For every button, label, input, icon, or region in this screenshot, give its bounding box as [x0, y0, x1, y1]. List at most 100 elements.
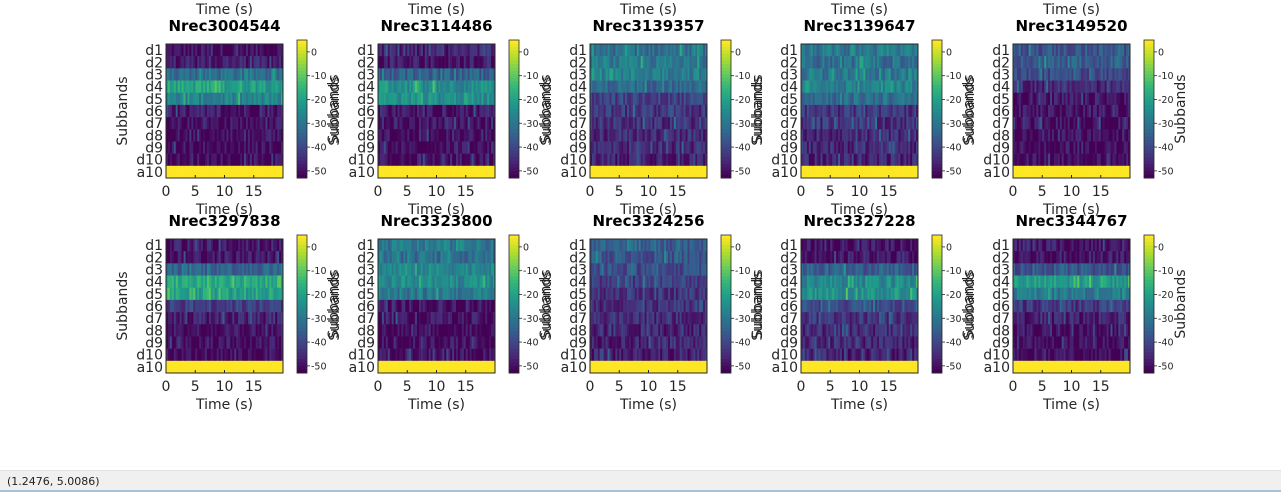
heatmap-cell: [187, 275, 190, 289]
heatmap-cell: [1034, 104, 1037, 118]
heatmap-cell: [830, 141, 833, 154]
heatmap-cell: [277, 153, 280, 167]
heatmap-cell: [422, 141, 426, 154]
heatmap-cell: [617, 141, 620, 154]
heatmap-cell: [277, 104, 280, 118]
heatmap-cell: [218, 263, 221, 276]
heatmap-cell: [693, 80, 696, 94]
heatmap-cell: [1018, 153, 1022, 167]
heatmap-cell: [644, 56, 647, 69]
heatmap-cell: [1114, 165, 1117, 179]
heatmap-cell: [401, 324, 404, 337]
heatmap-cell: [487, 324, 490, 337]
heatmap-cell: [195, 56, 198, 69]
heatmap-cell: [828, 165, 831, 179]
heatmap-cell: [420, 312, 424, 325]
heatmap-cell: [689, 56, 692, 69]
heatmap-cell: [654, 165, 657, 179]
heatmap-cell: [1079, 44, 1082, 57]
heatmap-cell: [877, 153, 880, 167]
heatmap-cell: [1024, 104, 1028, 118]
heatmap-cell: [640, 117, 644, 130]
heatmap-cell: [245, 165, 249, 179]
colorbar-tick-label: -20: [946, 95, 962, 106]
heatmap-cell: [1118, 56, 1121, 69]
heatmap-cell: [658, 129, 661, 142]
heatmap-cell: [407, 165, 410, 179]
heatmap-cell: [428, 68, 432, 81]
heatmap-cell: [671, 117, 675, 130]
heatmap-cell: [450, 129, 453, 142]
heatmap-cell: [487, 153, 490, 167]
heatmap-cell: [191, 165, 194, 179]
heatmap-cell: [1092, 56, 1096, 69]
heatmap-cell: [263, 92, 266, 106]
heatmap-cell: [175, 324, 179, 337]
heatmap-cell: [1042, 44, 1045, 57]
heatmap-cell: [489, 44, 492, 57]
colorbar-segment: [297, 105, 307, 110]
heatmap-cell: [218, 44, 221, 57]
heatmap-cell: [705, 104, 708, 118]
heatmap-cell: [387, 141, 391, 154]
colorbar-segment: [297, 345, 307, 350]
heatmap-cell: [1114, 117, 1117, 130]
heatmap-cell: [857, 44, 860, 57]
heatmap-cell: [436, 129, 439, 142]
heatmap-cell: [830, 153, 833, 167]
heatmap-cell: [666, 44, 669, 57]
heatmap-cell: [245, 251, 249, 264]
heatmap-cell: [210, 312, 214, 325]
colorbar-segment: [1144, 60, 1154, 65]
y-tick-label: d8: [145, 128, 163, 144]
heatmap-cell: [623, 117, 626, 130]
heatmap-cell: [679, 104, 683, 118]
heatmap-cell: [814, 80, 817, 94]
heatmap-cell: [630, 117, 634, 130]
colorbar-segment: [1144, 174, 1154, 179]
heatmap-cell: [481, 92, 484, 106]
heatmap-cell: [469, 117, 472, 130]
heatmap-cell: [185, 44, 188, 57]
heatmap-cell: [175, 336, 179, 349]
heatmap-cell: [822, 104, 825, 118]
heatmap-cell: [403, 141, 406, 154]
heatmap-cell: [1091, 44, 1094, 57]
heatmap-cell: [677, 141, 681, 154]
heatmap-cell: [640, 68, 644, 81]
heatmap-cell: [609, 165, 612, 179]
heatmap-cell: [896, 117, 899, 130]
heatmap-cell: [599, 104, 603, 118]
heatmap-cell: [1096, 44, 1100, 57]
heatmap-cell: [263, 324, 266, 337]
heatmap-cell: [407, 263, 410, 276]
heatmap-cell: [629, 141, 632, 154]
heatmap-cell: [808, 92, 812, 106]
heatmap-cell: [428, 251, 432, 264]
heatmap-cell: [625, 129, 628, 142]
heatmap-cell: [603, 153, 606, 167]
heatmap-cell: [281, 68, 284, 81]
heatmap-cell: [865, 153, 868, 167]
heatmap-cell: [187, 324, 190, 337]
heatmap-cell: [222, 68, 225, 81]
heatmap-cell: [1055, 117, 1059, 130]
heatmap-cell: [703, 165, 706, 179]
heatmap-cell: [875, 68, 878, 81]
heatmap-cell: [640, 80, 644, 94]
heatmap-cell: [379, 299, 383, 313]
heatmap-cell: [808, 80, 812, 94]
heatmap-cell: [257, 275, 260, 289]
heatmap-cell: [195, 263, 198, 276]
heatmap-cell: [197, 44, 200, 57]
heatmap-cell: [689, 153, 692, 167]
heatmap-cell: [426, 336, 430, 349]
heatmap-cell: [203, 117, 206, 130]
heatmap-cell: [1022, 44, 1026, 57]
heatmap-cell: [882, 68, 886, 81]
heatmap-cell: [418, 80, 422, 94]
heatmap-cell: [471, 299, 474, 313]
heatmap-cell: [273, 263, 276, 276]
heatmap-cell: [910, 104, 913, 118]
heatmap-cell: [1102, 165, 1106, 179]
